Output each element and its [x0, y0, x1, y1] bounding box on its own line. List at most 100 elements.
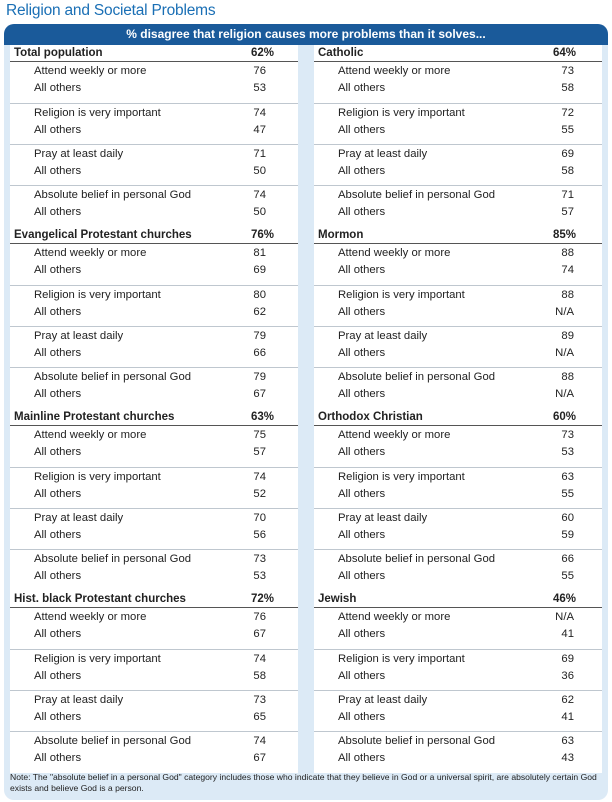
- row-group: Pray at least daily 89 All others N/A: [314, 326, 602, 366]
- row-value: 79: [253, 330, 266, 342]
- row-label: All others: [34, 264, 82, 276]
- table-row: Absolute belief in personal God 71: [314, 187, 602, 204]
- table-row: All others 53: [10, 80, 298, 97]
- table-row: All others 53: [314, 444, 602, 461]
- table-row: Pray at least daily 70: [10, 510, 298, 527]
- table-row: All others 43: [314, 750, 602, 767]
- row-label: Pray at least daily: [338, 148, 428, 160]
- row-value: 41: [561, 628, 574, 640]
- religion-section: Catholic 64% Attend weekly or more 73 All ot…: [314, 45, 602, 227]
- row-label: All others: [338, 388, 386, 400]
- row-group: Pray at least daily 60 All others 59: [314, 508, 602, 548]
- row-label: Absolute belief in personal God: [34, 553, 192, 565]
- row-value: 69: [561, 653, 574, 665]
- row-label: All others: [338, 570, 386, 582]
- section-header: Mormon 85%: [314, 227, 602, 244]
- row-group: Attend weekly or more 76 All others 53: [10, 62, 298, 102]
- row-label: Attend weekly or more: [34, 611, 147, 623]
- row-value: 88: [561, 247, 574, 259]
- row-label: All others: [338, 124, 386, 136]
- section-total: 60%: [552, 411, 576, 423]
- row-value: 75: [253, 429, 266, 441]
- table-row: Absolute belief in personal God 88: [314, 369, 602, 386]
- page-title: Religion and Societal Problems: [6, 2, 216, 19]
- table-row: All others 67: [10, 626, 298, 643]
- row-value: 43: [561, 752, 574, 764]
- table-row: All others 50: [10, 163, 298, 180]
- table-row: Pray at least daily 60: [314, 510, 602, 527]
- row-value: 74: [253, 471, 266, 483]
- row-label: All others: [338, 306, 386, 318]
- row-label: All others: [34, 206, 82, 218]
- section-name: Total population: [14, 47, 103, 59]
- row-value: 50: [253, 206, 266, 218]
- row-label: All others: [338, 670, 386, 682]
- row-value: 50: [253, 165, 266, 177]
- row-label: Pray at least daily: [338, 330, 428, 342]
- row-group: Pray at least daily 69 All others 58: [314, 144, 602, 184]
- row-label: Absolute belief in personal God: [338, 371, 496, 383]
- row-label: Absolute belief in personal God: [34, 735, 192, 747]
- row-group: Attend weekly or more 81 All others 69: [10, 244, 298, 284]
- table-row: Pray at least daily 62: [314, 692, 602, 709]
- row-label: Religion is very important: [34, 289, 161, 301]
- row-label: All others: [338, 488, 386, 500]
- row-group: Religion is very important 80 All others 62: [10, 285, 298, 325]
- table-row: Attend weekly or more 76: [10, 63, 298, 80]
- section-total: 63%: [250, 411, 274, 423]
- row-group: Religion is very important 72 All others 55: [314, 103, 602, 143]
- row-value: 73: [561, 429, 574, 441]
- section-header: Jewish 46%: [314, 591, 602, 608]
- row-value: 81: [253, 247, 266, 259]
- table-row: All others 65: [10, 709, 298, 726]
- row-value: 74: [253, 189, 266, 201]
- table-row: All others 69: [10, 262, 298, 279]
- table-row: Pray at least daily 79: [10, 328, 298, 345]
- table-row: All others 62: [10, 304, 298, 321]
- row-value: N/A: [555, 388, 574, 400]
- row-value: 53: [561, 446, 574, 458]
- row-label: All others: [34, 529, 82, 541]
- row-label: All others: [338, 711, 386, 723]
- religion-section: Total population 62% Attend weekly or more…: [10, 45, 298, 227]
- table-row: All others 41: [314, 626, 602, 643]
- table-row: All others 67: [10, 750, 298, 767]
- section-name: Orthodox Christian: [318, 411, 423, 423]
- row-value: 36: [561, 670, 574, 682]
- table-row: Religion is very important 74: [10, 105, 298, 122]
- row-value: 79: [253, 371, 266, 383]
- table-row: Attend weekly or more 73: [314, 63, 602, 80]
- table-row: Absolute belief in personal God 73: [10, 551, 298, 568]
- table-row: Attend weekly or more 76: [10, 609, 298, 626]
- row-label: All others: [338, 264, 386, 276]
- table-row: All others 66: [10, 345, 298, 362]
- row-group: Pray at least daily 70 All others 56: [10, 508, 298, 548]
- religion-section: Orthodox Christian 60% Attend weekly or mo…: [314, 409, 602, 591]
- row-value: 76: [253, 65, 266, 77]
- row-group: Attend weekly or more 88 All others 74: [314, 244, 602, 284]
- row-label: All others: [338, 446, 386, 458]
- row-group: Attend weekly or more 75 All others 57: [10, 426, 298, 466]
- section-total: 72%: [250, 593, 274, 605]
- row-label: Attend weekly or more: [34, 247, 147, 259]
- section-total: 76%: [250, 229, 274, 241]
- table-row: All others 59: [314, 527, 602, 544]
- section-name: Evangelical Protestant churches: [14, 229, 192, 241]
- row-value: 74: [253, 107, 266, 119]
- section-total: 62%: [250, 47, 274, 59]
- row-value: 59: [561, 529, 574, 541]
- row-group: Attend weekly or more 73 All others 58: [314, 62, 602, 102]
- row-label: Religion is very important: [34, 653, 161, 665]
- row-value: 88: [561, 371, 574, 383]
- row-group: Absolute belief in personal God 73 All oth…: [10, 549, 298, 589]
- table-row: Attend weekly or more N/A: [314, 609, 602, 626]
- table-row: All others 52: [10, 486, 298, 503]
- table-row: All others 67: [10, 386, 298, 403]
- left-column: Total population 62% Attend weekly or more…: [10, 45, 298, 773]
- row-value: 55: [561, 124, 574, 136]
- row-value: 58: [253, 670, 266, 682]
- row-label: Pray at least daily: [34, 512, 124, 524]
- row-label: All others: [34, 124, 82, 136]
- row-value: 69: [561, 148, 574, 160]
- row-value: 62: [253, 306, 266, 318]
